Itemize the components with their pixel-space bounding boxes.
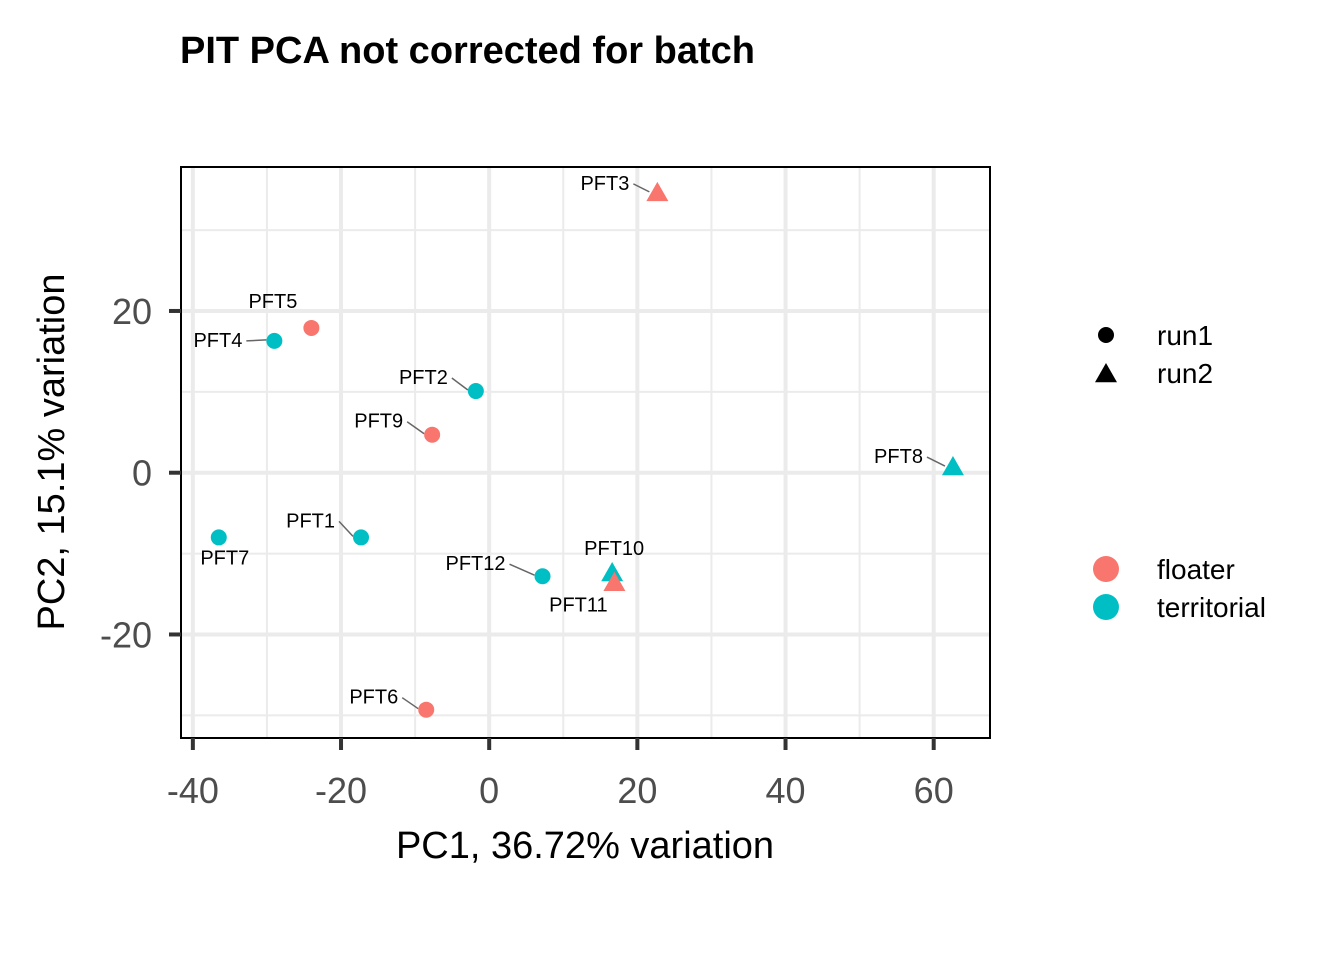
label-pft8: PFT8 [874, 446, 923, 468]
label-pft4: PFT4 [193, 330, 242, 352]
legend-color-territorial [1093, 594, 1119, 620]
x-tick-label: -20 [315, 770, 367, 811]
label-pft12: PFT12 [445, 553, 505, 575]
connector-pft1 [338, 520, 354, 537]
point-pft2 [467, 383, 484, 400]
point-pft10 [601, 562, 624, 582]
major-gridlines [181, 167, 990, 738]
y-axis-ticks: -20 0 20 [100, 291, 181, 655]
legend-color: floater territorial [1093, 554, 1266, 623]
point-pft5 [303, 319, 320, 336]
legend-label-run1: run1 [1157, 320, 1213, 351]
point-pft1 [353, 529, 370, 546]
label-pft2: PFT2 [399, 367, 448, 389]
x-tick-label: 20 [617, 770, 657, 811]
legend-shape: run1 run2 [1095, 320, 1213, 389]
chart-title: PIT PCA not corrected for batch [180, 30, 755, 72]
y-tick-label: 0 [132, 453, 152, 494]
label-pft6: PFT6 [349, 687, 398, 709]
connector-pft9 [406, 421, 425, 435]
x-axis-title: PC1, 36.72% variation [396, 825, 774, 867]
legend-label-run2: run2 [1157, 358, 1213, 389]
connector-pft2 [451, 377, 469, 391]
label-pft7: PFT7 [200, 547, 249, 569]
label-connectors [246, 183, 946, 710]
connector-pft8 [926, 456, 946, 467]
point-pft7 [210, 529, 227, 546]
label-pft10: PFT10 [584, 538, 644, 560]
point-pft11 [603, 571, 626, 591]
plot-panel-border [180, 166, 991, 739]
connector-pft12 [509, 563, 535, 576]
minor-gridlines [181, 167, 990, 738]
x-tick-label: 60 [914, 770, 954, 811]
label-pft5: PFT5 [248, 291, 297, 313]
connector-pft4 [246, 339, 267, 342]
data-points [210, 181, 964, 718]
legend-color-floater [1093, 556, 1119, 582]
label-pft9: PFT9 [354, 411, 403, 433]
point-pft8 [941, 456, 964, 476]
point-pft12 [534, 568, 551, 585]
point-pft9 [424, 426, 441, 443]
label-pft3: PFT3 [580, 173, 629, 195]
label-pft11: PFT11 [549, 595, 608, 617]
y-axis-title: PC2, 15.1% variation [31, 274, 73, 631]
label-pft1: PFT1 [286, 510, 335, 532]
point-labels: PFT1 PFT2 PFT3 PFT4 PFT5 PFT6 PFT7 PFT8 PFT9 PFT1… [193, 173, 923, 709]
x-tick-label: 0 [479, 770, 499, 811]
x-axis-ticks: -40 -20 0 20 40 60 [167, 738, 954, 811]
legend-shape-run1 [1098, 327, 1114, 343]
legend-shape-run2 [1095, 363, 1117, 383]
point-pft3 [646, 181, 669, 202]
connector-pft6 [401, 697, 419, 710]
connector-pft3 [633, 183, 650, 193]
y-tick-label: -20 [100, 614, 152, 655]
point-pft6 [418, 701, 435, 718]
point-pft4 [266, 332, 283, 349]
y-tick-label: 20 [112, 291, 152, 332]
x-tick-label: -40 [167, 770, 219, 811]
legend-label-floater: floater [1157, 554, 1235, 585]
x-tick-label: 40 [766, 770, 806, 811]
legend-label-territorial: territorial [1157, 592, 1266, 623]
